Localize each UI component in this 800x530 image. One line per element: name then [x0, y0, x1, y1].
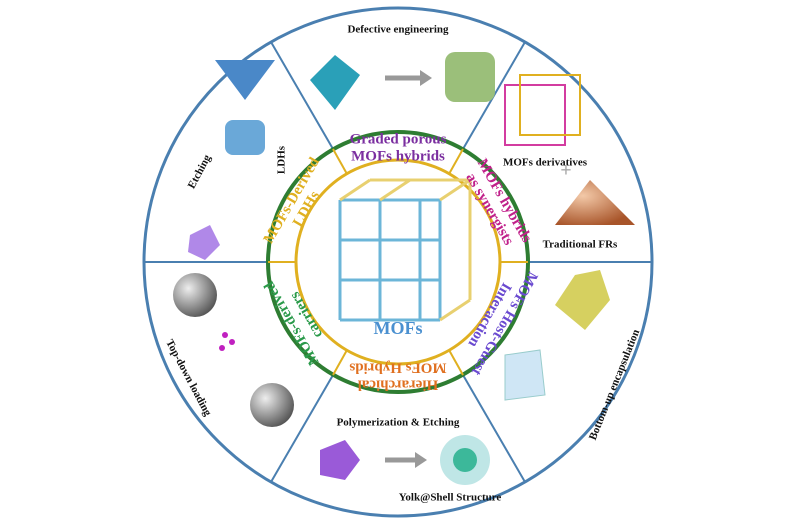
- sector-label: Polymerization & Etching: [337, 417, 460, 429]
- inner-label: MOFs Hybrids: [349, 360, 446, 376]
- sector-label: LDHs: [276, 145, 288, 174]
- sector-label: Yolk@Shell Structure: [399, 492, 502, 504]
- mof-lattice: [338, 178, 472, 322]
- svg-text:+: +: [560, 160, 571, 182]
- inner-dividers: [268, 148, 528, 376]
- sector-label: MOFs derivatives: [503, 157, 588, 169]
- inner-label: Hierarchical: [358, 377, 439, 393]
- inner-label: MOFs hybrids: [351, 148, 445, 164]
- sector-label: Traditional FRs: [543, 239, 618, 251]
- sector-label: Defective engineering: [347, 24, 449, 36]
- icons: +: [173, 52, 635, 485]
- center-label: MOFs: [374, 318, 423, 338]
- inner-label: Graded porous: [350, 131, 447, 147]
